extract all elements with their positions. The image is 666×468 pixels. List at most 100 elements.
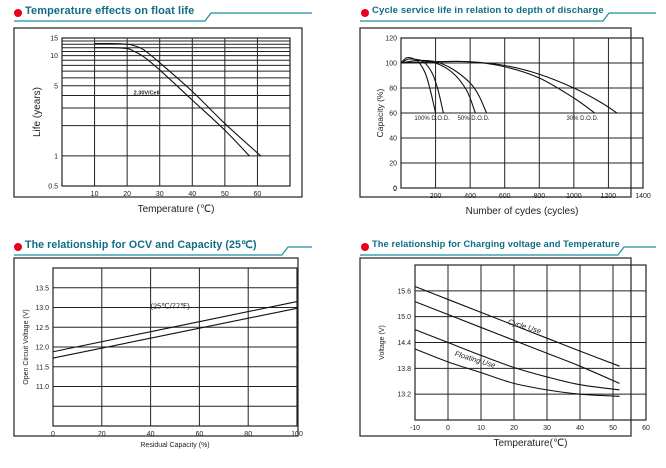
y-tick-label: 80 <box>389 86 397 93</box>
chart-ocv-capacity: 0 20 40 60 80 100 13.5 13.0 12.5 12.0 11.5 11.0 Resi… <box>13 246 312 449</box>
y-tick-label: 12.0 <box>35 345 49 352</box>
bullet-icon <box>14 243 22 251</box>
chart-charging-voltage: -10 0 10 20 30 40 50 60 15.6 15.0 14.4 13.8 13.2 Temp… <box>359 246 656 449</box>
x-tick-label: 40 <box>188 191 196 198</box>
y-axis-title: Life (years) <box>32 87 43 137</box>
chart-cycle-life: 200 400 600 800 1000 1200 14001201008060402000… <box>359 12 656 217</box>
y-tick-label: 12.5 <box>35 325 49 332</box>
y-tick-label: 20 <box>389 161 397 168</box>
chart-title: The relationship for Charging voltage an… <box>372 239 620 249</box>
series-line <box>52 307 298 359</box>
y-tick-label: 11.0 <box>36 384 49 391</box>
series-line <box>94 47 250 157</box>
panel-charging-voltage: The relationship for Charging voltage an… <box>333 234 666 468</box>
panel-title-row: Cycle service life in relation to depth … <box>333 0 666 24</box>
y-tick-label: 0 <box>393 186 397 193</box>
x-tick-label: 20 <box>123 191 131 198</box>
series-label: 50% D.O.D. <box>458 116 490 122</box>
series-line <box>414 329 620 391</box>
bullet-icon <box>361 9 369 17</box>
title-underline <box>360 12 656 22</box>
x-tick-label: 0 <box>446 425 450 432</box>
x-tick-label: -10 <box>410 425 420 432</box>
y-axis-title: Capacity (%) <box>375 89 385 138</box>
y-tick-label: 10 <box>50 53 58 60</box>
title-underline <box>14 246 312 256</box>
y-tick-label: 14.4 <box>397 340 411 347</box>
y-tick-label: 0 <box>393 186 397 193</box>
x-tick-label: 60 <box>196 431 204 438</box>
y-tick-label: 13.2 <box>397 392 411 399</box>
x-tick-label: 10 <box>91 191 99 198</box>
series-line <box>414 348 620 397</box>
y-axis-title: Voltage (V) <box>379 325 386 360</box>
panel-title-row: Temperature effects on float life <box>0 0 333 24</box>
chart-title: Temperature effects on float life <box>25 5 195 17</box>
panel-title-row: The relationship for Charging voltage an… <box>333 234 666 258</box>
x-tick-label: 400 <box>464 193 476 200</box>
chart-title: The relationship for OCV and Capacity (2… <box>25 239 257 251</box>
x-tick-label: 60 <box>254 191 262 198</box>
x-tick-label: 100 <box>291 431 303 438</box>
x-tick-label: 1200 <box>601 193 617 200</box>
series-line <box>400 59 476 114</box>
x-tick-label: 10 <box>477 425 485 432</box>
x-tick-label: 0 <box>51 431 55 438</box>
x-tick-label: 200 <box>430 193 442 200</box>
x-axis-title: Temperature (℃) <box>138 204 215 215</box>
chart-float-life: 10 20 30 40 50 60 15 10 5 1 0.5 Temperature (℃) Life… <box>13 12 312 215</box>
y-tick-label: 13.8 <box>397 366 411 373</box>
series-line <box>52 301 298 353</box>
chart-frame <box>13 257 299 437</box>
series-label: 30% D.O.D. <box>566 116 598 122</box>
x-tick-label: 30 <box>156 191 164 198</box>
series-line <box>414 286 620 367</box>
y-tick-label: 15 <box>50 36 58 43</box>
series-line <box>400 56 437 114</box>
series-line <box>94 42 262 157</box>
y-tick-label: 1 <box>54 153 58 160</box>
y-tick-label: 11.5 <box>36 364 49 371</box>
chart-annotation: 2.30V/Cell <box>134 90 160 96</box>
panel-ocv-capacity: The relationship for OCV and Capacity (2… <box>0 234 333 468</box>
x-tick-label: 60 <box>642 425 650 432</box>
series-line <box>414 301 620 384</box>
x-tick-label: 40 <box>576 425 584 432</box>
x-tick-label: 50 <box>609 425 617 432</box>
chart-title: Cycle service life in relation to depth … <box>372 5 604 16</box>
panel-cycle-life: Cycle service life in relation to depth … <box>333 0 666 234</box>
chart-annotation: (25℃/77℉) <box>150 301 190 310</box>
bullet-icon <box>14 9 22 17</box>
bullet-icon <box>361 243 369 251</box>
y-tick-label: 40 <box>389 136 397 143</box>
y-tick-label: 100 <box>385 61 397 68</box>
series-label: Floating Use <box>454 349 497 370</box>
y-tick-label: 15.0 <box>397 314 411 321</box>
x-tick-label: 1400 <box>635 193 651 200</box>
x-axis-title: Temperature(℃) <box>493 438 567 449</box>
x-tick-label: 600 <box>499 193 511 200</box>
y-tick-label: 0.5 <box>48 184 58 191</box>
y-tick-label: 60 <box>389 111 397 118</box>
x-tick-label: 30 <box>543 425 551 432</box>
title-underline <box>14 12 312 22</box>
x-tick-label: 800 <box>533 193 545 200</box>
x-tick-label: 20 <box>510 425 518 432</box>
y-tick-label: 15.6 <box>397 288 411 295</box>
series-line <box>400 60 618 114</box>
series-line <box>400 59 488 114</box>
chart-frame <box>359 257 632 437</box>
panel-float-life: Temperature effects on float life 10 20 30… <box>0 0 333 234</box>
x-tick-label: 20 <box>98 431 106 438</box>
x-tick-label: 80 <box>244 431 252 438</box>
x-axis-title: Number of cydes (cycles) <box>466 206 579 217</box>
series-label: 100% D.O.D. <box>414 116 450 122</box>
panel-title-row: The relationship for OCV and Capacity (2… <box>0 234 333 258</box>
y-tick-label: 120 <box>385 36 397 43</box>
x-tick-label: 40 <box>147 431 155 438</box>
y-tick-label: 13.0 <box>35 305 49 312</box>
y-tick-label: 5 <box>54 83 58 90</box>
x-axis-title: Residual Capacity (%) <box>140 442 209 449</box>
series-label: Cycle Use <box>507 317 542 336</box>
x-tick-label: 1000 <box>566 193 582 200</box>
